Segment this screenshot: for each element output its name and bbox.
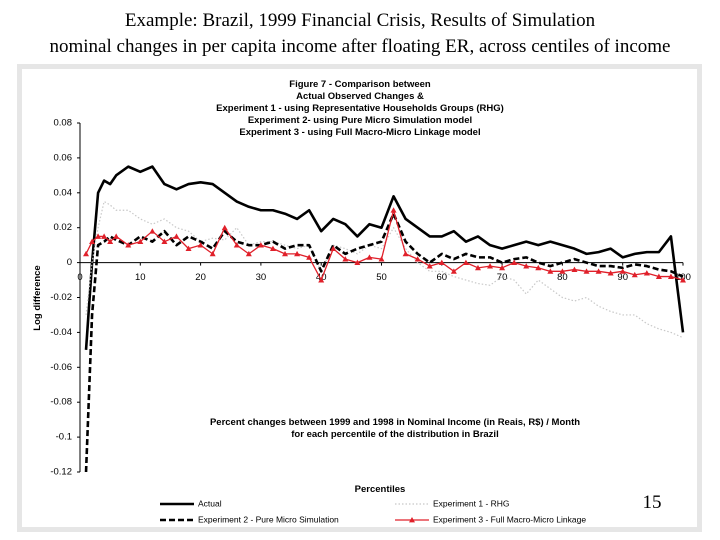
y-axis-label: Log difference	[32, 265, 43, 330]
point-marker	[474, 264, 481, 271]
y-tick-label: -0.04	[50, 327, 72, 338]
annotation: for each percentile of the distribution …	[291, 429, 498, 440]
legend-label: Experiment 2 - Pure Micro Simulation	[198, 514, 339, 524]
point-marker	[257, 242, 264, 248]
point-marker	[390, 207, 397, 213]
point-marker	[619, 268, 626, 274]
x-tick-label: 0	[77, 272, 82, 283]
point-marker	[282, 250, 289, 257]
point-marker	[125, 242, 132, 248]
point-marker	[547, 268, 554, 274]
point-marker	[269, 245, 276, 252]
point-marker	[149, 228, 156, 234]
point-marker	[607, 270, 614, 276]
chart-title: Figure 7 - Comparison between	[289, 79, 431, 90]
slide-subtitle: nominal changes in per capita income aft…	[50, 36, 671, 57]
x-tick-label: 60	[437, 272, 448, 283]
point-marker	[245, 250, 252, 257]
point-marker	[161, 238, 168, 245]
point-marker	[511, 259, 518, 265]
point-marker	[185, 245, 192, 252]
x-tick-label: 70	[497, 272, 508, 283]
legend-label: Actual	[198, 498, 222, 508]
point-marker	[89, 238, 96, 245]
legend-label: Experiment 1 - RHG	[433, 498, 510, 508]
point-marker	[523, 263, 530, 269]
x-tick-label: 20	[195, 272, 206, 283]
point-marker	[499, 264, 506, 271]
point-marker	[209, 250, 216, 257]
x-tick-label: 80	[557, 272, 568, 283]
point-marker	[438, 259, 445, 265]
series-line	[85, 200, 684, 339]
point-marker	[535, 264, 542, 271]
point-marker	[294, 250, 301, 257]
y-tick-label: -0.1	[56, 432, 72, 443]
chart-title: Actual Observed Changes &	[296, 91, 424, 102]
point-marker	[643, 270, 650, 276]
point-marker	[83, 250, 90, 257]
x-tick-label: 50	[376, 272, 387, 283]
x-tick-label: 30	[256, 272, 267, 283]
point-marker	[450, 268, 457, 274]
x-axis-label: Percentiles	[355, 484, 406, 495]
x-tick-label: 10	[135, 272, 146, 283]
point-marker	[680, 277, 686, 283]
point-marker	[354, 259, 361, 265]
point-marker	[631, 271, 638, 278]
y-tick-label: -0.08	[50, 397, 72, 408]
point-marker	[113, 233, 120, 239]
point-marker	[595, 268, 602, 274]
x-tick-label: 90	[617, 272, 628, 283]
y-tick-label: 0.06	[54, 152, 73, 163]
point-marker	[306, 254, 313, 260]
point-marker	[330, 245, 337, 252]
y-tick-label: -0.06	[50, 362, 72, 373]
point-marker	[137, 238, 144, 245]
point-marker	[487, 263, 494, 269]
chart-area	[22, 69, 697, 527]
point-marker	[342, 256, 349, 262]
point-marker	[221, 224, 228, 231]
y-tick-label: 0	[67, 257, 72, 268]
point-marker	[197, 242, 204, 248]
series-line	[84, 212, 684, 473]
y-tick-label: 0.02	[54, 222, 73, 233]
point-marker	[366, 254, 373, 260]
y-tick-label: 0.08	[54, 118, 73, 129]
point-marker	[583, 268, 590, 274]
annotation: Percent changes between 1999 and 1998 in…	[210, 417, 580, 428]
chart-title: Experiment 3 - using Full Macro-Micro Li…	[239, 127, 480, 138]
y-tick-label: -0.12	[50, 467, 72, 478]
point-marker	[173, 233, 180, 239]
point-marker	[667, 273, 674, 279]
point-marker	[655, 273, 662, 279]
chart-title: Experiment 1 - using Representative Hous…	[216, 103, 504, 114]
point-marker	[414, 256, 421, 262]
point-marker	[101, 233, 108, 239]
y-tick-label: -0.02	[50, 292, 72, 303]
point-marker	[462, 259, 469, 265]
legend-marker	[409, 517, 415, 523]
point-marker	[559, 268, 566, 274]
point-marker	[426, 263, 433, 269]
series-line	[84, 165, 685, 350]
point-marker	[107, 238, 114, 245]
point-marker	[571, 266, 578, 272]
slide-title: Example: Brazil, 1999 Financial Crisis, …	[125, 10, 596, 31]
slide-number: 15	[643, 492, 662, 513]
chart-title: Experiment 2- using Pure Micro Simulatio…	[248, 115, 472, 126]
point-marker	[318, 277, 325, 283]
y-tick-label: 0.04	[54, 187, 73, 198]
legend-label: Experiment 3 - Full Macro-Micro Linkage	[433, 514, 586, 524]
point-marker	[402, 250, 409, 257]
point-marker	[378, 256, 385, 262]
point-marker	[95, 233, 102, 239]
point-marker	[233, 242, 240, 248]
